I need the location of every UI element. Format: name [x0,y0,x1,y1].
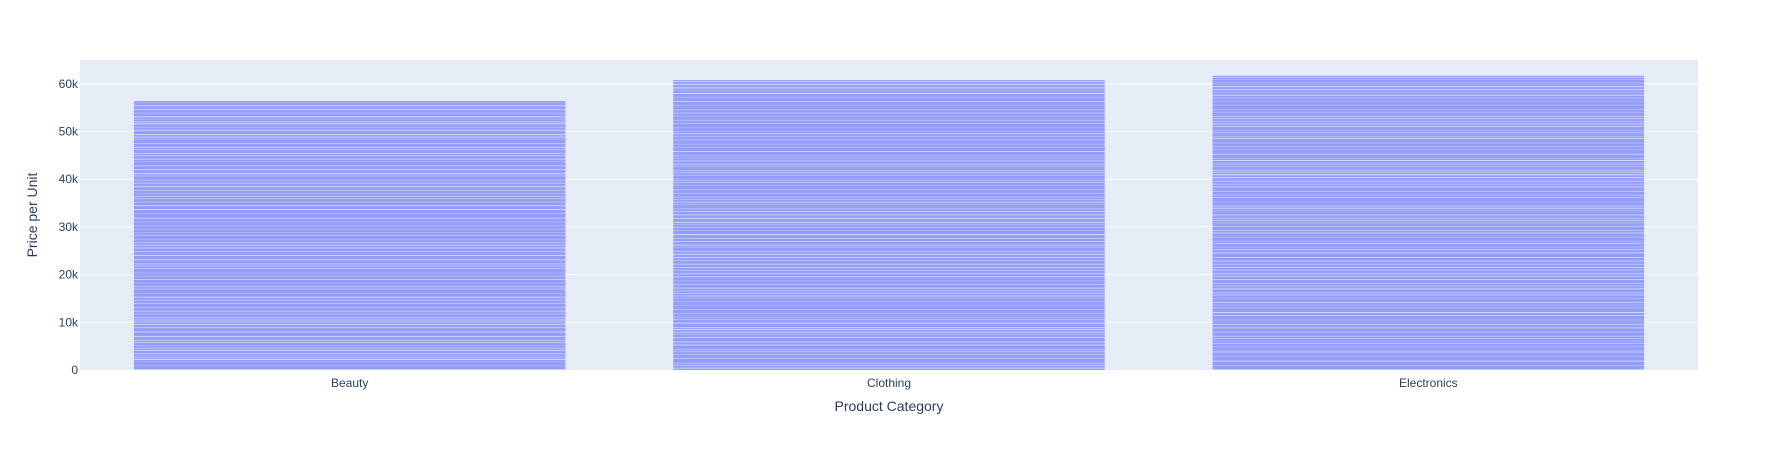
x-tick-label: Beauty [331,376,368,390]
bar-beauty[interactable] [133,101,566,370]
y-tick-label: 20k [59,268,79,282]
x-tick-label: Clothing [867,376,911,390]
y-tick-label: 0 [71,363,78,377]
x-axis-ticks: Beauty Clothing Electronics [331,376,1458,390]
y-axis-title: Price per Unit [24,172,40,257]
y-tick-label: 40k [59,172,79,186]
bar-electronics[interactable] [1212,75,1645,371]
y-tick-label: 10k [59,315,79,329]
y-tick-label: 30k [59,220,79,234]
y-tick-label: 50k [59,125,79,139]
bars [133,75,1645,371]
bar[interactable] [673,80,1105,371]
bar[interactable] [133,101,566,370]
y-tick-label: 60k [59,77,79,91]
bar[interactable] [1212,75,1645,370]
bar-clothing[interactable] [673,80,1105,371]
x-axis-title: Product Category [835,398,944,414]
y-axis-ticks: 0 10k 20k 30k 40k 50k 60k [59,77,79,377]
x-tick-label: Electronics [1399,376,1458,390]
